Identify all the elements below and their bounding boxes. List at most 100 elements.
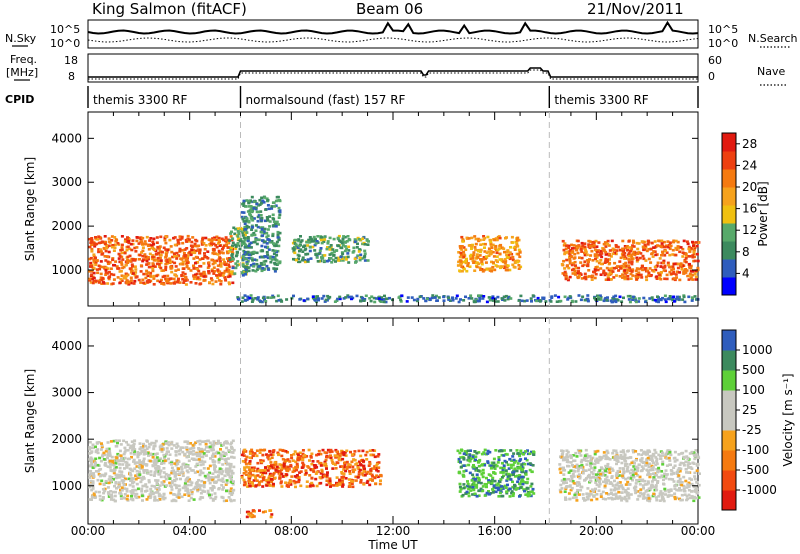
data-cell (185, 478, 189, 481)
data-cell (597, 241, 601, 244)
data-cell (206, 467, 210, 470)
data-cell (563, 242, 567, 245)
data-cell (477, 294, 481, 297)
data-cell (273, 256, 277, 259)
data-cell (470, 236, 474, 240)
data-cell (371, 449, 375, 452)
data-cell (273, 249, 277, 253)
data-cell (260, 263, 264, 266)
data-cell (651, 255, 655, 258)
data-cell (342, 297, 346, 300)
data-cell (241, 460, 245, 463)
data-cell (97, 241, 101, 245)
data-cell (103, 235, 107, 238)
data-cell (656, 261, 660, 265)
data-cell (339, 458, 343, 462)
data-cell (496, 486, 500, 490)
data-cell (644, 300, 647, 304)
data-cell (679, 264, 683, 267)
data-cell (204, 440, 208, 443)
data-cell (192, 257, 196, 260)
data-cell (245, 220, 249, 223)
data-cell (192, 266, 196, 270)
data-cell (499, 489, 503, 492)
data-cell (681, 298, 685, 301)
data-cell (301, 250, 305, 253)
data-cell (128, 254, 132, 258)
data-cell (610, 278, 613, 281)
data-cell (228, 258, 232, 262)
data-cell (138, 442, 142, 445)
data-cell (138, 236, 142, 240)
data-cell (189, 269, 193, 272)
data-cell (107, 244, 111, 248)
data-cell (662, 269, 666, 272)
data-cell (631, 244, 635, 247)
data-cell (526, 449, 529, 452)
data-cell (154, 487, 158, 490)
data-cell (642, 296, 646, 300)
data-cell (483, 448, 487, 452)
data-cell (357, 460, 361, 464)
data-cell (600, 252, 604, 255)
data-cell (483, 482, 487, 486)
data-cell (530, 470, 534, 474)
data-cell (268, 467, 272, 470)
data-cell (356, 466, 360, 469)
data-cell (198, 248, 202, 251)
data-cell (132, 488, 136, 492)
data-cell (257, 469, 261, 472)
data-cell (203, 481, 206, 484)
data-cell (698, 472, 701, 475)
data-cell (166, 260, 170, 264)
data-cell (193, 251, 197, 255)
data-cell (483, 236, 487, 240)
data-cell (609, 255, 613, 258)
data-cell (579, 261, 583, 264)
data-cell (595, 250, 599, 254)
data-cell (281, 475, 285, 478)
data-cell (138, 459, 142, 462)
data-cell (487, 479, 491, 482)
data-cell (120, 479, 124, 482)
data-cell (255, 454, 259, 458)
data-cell (649, 486, 653, 490)
data-cell (258, 267, 262, 270)
data-cell (288, 460, 292, 463)
data-cell (96, 451, 100, 455)
data-cell (194, 273, 197, 277)
data-cell (152, 277, 156, 280)
noise-panel (87, 19, 699, 49)
data-cell (95, 441, 99, 444)
data-cell (623, 257, 627, 260)
data-cell (88, 458, 92, 461)
data-cell (249, 264, 253, 267)
data-cell (153, 441, 157, 445)
data-cell (203, 247, 207, 251)
data-cell (469, 294, 473, 297)
data-cell (187, 478, 191, 481)
data-cell (147, 454, 150, 457)
data-cell (250, 468, 254, 472)
data-cell (464, 492, 468, 495)
data-cell (126, 261, 130, 264)
data-cell (122, 459, 126, 463)
data-cell (315, 453, 319, 457)
data-cell (246, 485, 250, 488)
data-cell (103, 487, 107, 491)
data-cell (260, 255, 264, 259)
data-cell (115, 265, 119, 268)
data-cell (261, 453, 265, 457)
data-cell (234, 245, 238, 248)
data-cell (311, 460, 315, 463)
data-cell (379, 479, 382, 482)
data-cell (194, 282, 198, 285)
data-cell (651, 298, 655, 302)
data-cell (506, 268, 510, 272)
data-cell (218, 471, 222, 474)
data-cell (185, 447, 189, 451)
data-cell (152, 283, 156, 286)
data-cell (563, 267, 567, 270)
data-cell (465, 257, 468, 261)
data-cell (259, 261, 263, 265)
